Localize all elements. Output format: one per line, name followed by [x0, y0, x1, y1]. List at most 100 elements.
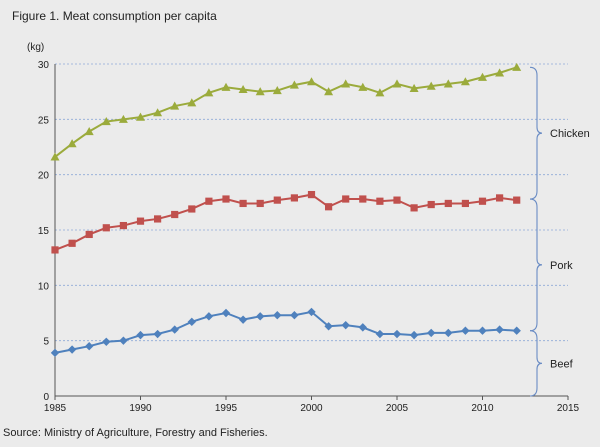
- beef-point: [153, 329, 162, 339]
- beef-point: [444, 328, 453, 338]
- pork-point: [154, 215, 162, 223]
- beef-point: [102, 337, 111, 346]
- beef-point: [119, 336, 128, 345]
- pork-point: [102, 224, 110, 232]
- chicken-brace: [529, 66, 543, 200]
- chicken-point: [255, 87, 265, 96]
- y-tick-label: 30: [38, 60, 50, 71]
- beef-line: [54, 310, 517, 354]
- x-tick-label: 1985: [44, 403, 67, 414]
- chicken-point: [443, 79, 453, 88]
- pork-point: [376, 197, 384, 205]
- beef-point: [409, 330, 419, 340]
- pork-point: [410, 204, 418, 212]
- series-chicken: [50, 62, 522, 161]
- chicken-point: [460, 77, 470, 86]
- chicken-point: [358, 82, 368, 91]
- chicken-label: Chicken: [550, 128, 590, 140]
- chicken-point: [392, 79, 402, 88]
- beef-brace: [529, 330, 543, 397]
- chicken-point: [512, 62, 522, 71]
- beef-point: [375, 329, 385, 339]
- pork-point: [342, 195, 350, 203]
- x-tick-label: 2000: [300, 403, 323, 414]
- chicken-line: [54, 66, 518, 158]
- x-tick-label: 1995: [215, 403, 238, 414]
- pork-point: [290, 194, 298, 202]
- pork-brace: [529, 198, 543, 332]
- pork-label: Pork: [550, 260, 573, 272]
- pork-point: [393, 196, 401, 204]
- chicken-point: [67, 139, 77, 148]
- chicken-point: [101, 117, 111, 126]
- beef-point: [273, 311, 282, 320]
- pork-point: [188, 205, 196, 213]
- beef-point: [67, 345, 77, 354]
- x-tick-label: 1990: [129, 403, 152, 414]
- beef-point: [290, 311, 299, 320]
- beef-point: [478, 326, 487, 335]
- chicken-point: [221, 82, 231, 91]
- source-note: Source: Ministry of Agriculture, Forestr…: [3, 427, 268, 439]
- beef-point: [238, 315, 248, 324]
- y-tick-label: 5: [43, 337, 49, 348]
- chicken-point: [170, 101, 180, 110]
- beef-point: [427, 328, 436, 338]
- pork-point: [478, 197, 487, 205]
- y-tick-label: 15: [38, 226, 50, 237]
- beef-point: [170, 325, 179, 334]
- beef-point: [495, 325, 504, 334]
- pork-point: [222, 195, 230, 203]
- chicken-point: [136, 112, 145, 121]
- chicken-point: [289, 80, 299, 89]
- pork-point: [461, 199, 469, 208]
- pork-point: [427, 200, 435, 209]
- y-tick-label: 10: [38, 281, 50, 292]
- pork-point: [307, 190, 316, 199]
- axes: 0 5 10 15 20 25 30 (kg) 1985 1990 1995 2000 2005 2010…: [27, 42, 580, 414]
- chicken-point: [409, 83, 419, 92]
- pork-point: [205, 197, 213, 205]
- beef-point: [187, 317, 196, 327]
- beef-point: [136, 330, 145, 340]
- pork-point: [444, 199, 452, 208]
- chicken-point: [307, 77, 316, 86]
- chicken-point: [478, 72, 487, 81]
- chicken-point: [375, 88, 385, 97]
- chicken-point: [324, 87, 334, 96]
- beef-point: [256, 312, 265, 321]
- y-tick-label: 20: [38, 171, 50, 182]
- pork-point: [256, 199, 264, 208]
- beef-point: [50, 348, 60, 358]
- chart-title: Figure 1. Meat consumption per capita: [12, 9, 217, 23]
- pork-point: [68, 239, 76, 247]
- beef-point: [204, 312, 214, 321]
- pork-point: [136, 217, 145, 225]
- pork-point: [325, 203, 333, 211]
- beef-point: [392, 329, 402, 339]
- x-tick-label: 2010: [471, 403, 494, 414]
- pork-point: [496, 194, 504, 202]
- chicken-point: [153, 108, 163, 117]
- beef-point: [341, 320, 350, 330]
- pork-point: [85, 230, 93, 239]
- beef-point: [461, 326, 470, 335]
- chicken-point: [84, 127, 94, 136]
- beef-point: [324, 322, 333, 331]
- pork-point: [359, 195, 367, 203]
- pork-point: [273, 196, 281, 204]
- beef-point: [512, 326, 521, 335]
- series-beef: [50, 307, 521, 358]
- pork-point: [513, 196, 521, 204]
- x-tick-label: 2005: [386, 403, 409, 414]
- pork-line: [54, 193, 517, 251]
- y-axis-unit: (kg): [27, 42, 44, 53]
- chicken-point: [50, 152, 60, 161]
- beef-point: [85, 342, 94, 351]
- beef-label: Beef: [550, 358, 574, 370]
- chicken-point: [341, 79, 351, 88]
- series-layer: [50, 62, 522, 358]
- chicken-point: [204, 88, 214, 97]
- y-tick-label: 25: [38, 115, 50, 126]
